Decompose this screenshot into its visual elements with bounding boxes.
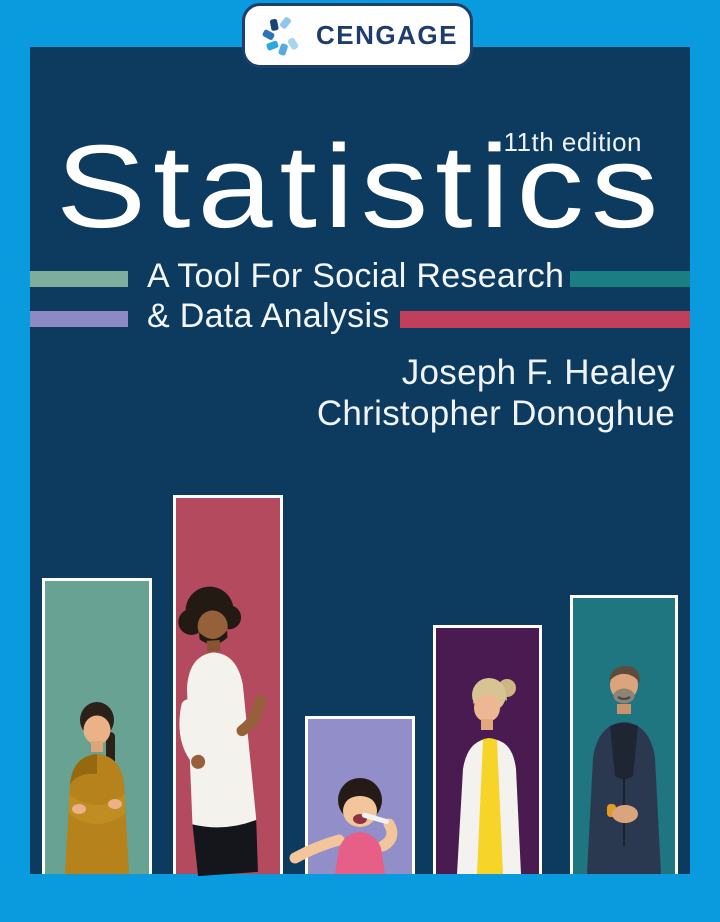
accent-bar-sage-left [30, 271, 128, 287]
person-toddler-girl-toothbrush-figure [289, 778, 398, 874]
cover-bar-chart [42, 495, 678, 877]
publisher-tab: CENGAGE [242, 3, 473, 68]
subtitle-line-1: A Tool For Social Research [147, 257, 565, 295]
chart-bar-3 [289, 716, 415, 874]
chart-bar-4 [433, 625, 542, 874]
subtitle-line-2: & Data Analysis [147, 297, 390, 335]
publisher-name: CENGAGE [316, 20, 458, 50]
accent-bar-teal-right [570, 271, 690, 287]
person-older-woman-blonde-figure [457, 678, 521, 874]
book-title: Statistics [56, 121, 666, 253]
cengage-logo-icon [262, 16, 299, 55]
chart-bar-1 [42, 578, 152, 874]
person-man-curly-hair-figure [178, 586, 266, 877]
chart-bar-5 [570, 595, 678, 874]
accent-bar-crimson-right [400, 311, 690, 328]
edition-label: 11th edition [503, 127, 642, 157]
book-subtitle: A Tool For Social Research & Data Analys… [147, 256, 564, 336]
author-block: Joseph F. Healey Christopher Donoghue [317, 352, 675, 434]
author-name-2: Christopher Donoghue [316, 394, 675, 433]
author-name-1: Joseph F. Healey [401, 353, 675, 392]
person-man-navy-jacket-figure [587, 666, 661, 874]
accent-bar-periwinkle-left [30, 311, 128, 327]
chart-bar-2 [173, 495, 283, 877]
person-young-woman-arms-crossed-figure [65, 702, 129, 874]
